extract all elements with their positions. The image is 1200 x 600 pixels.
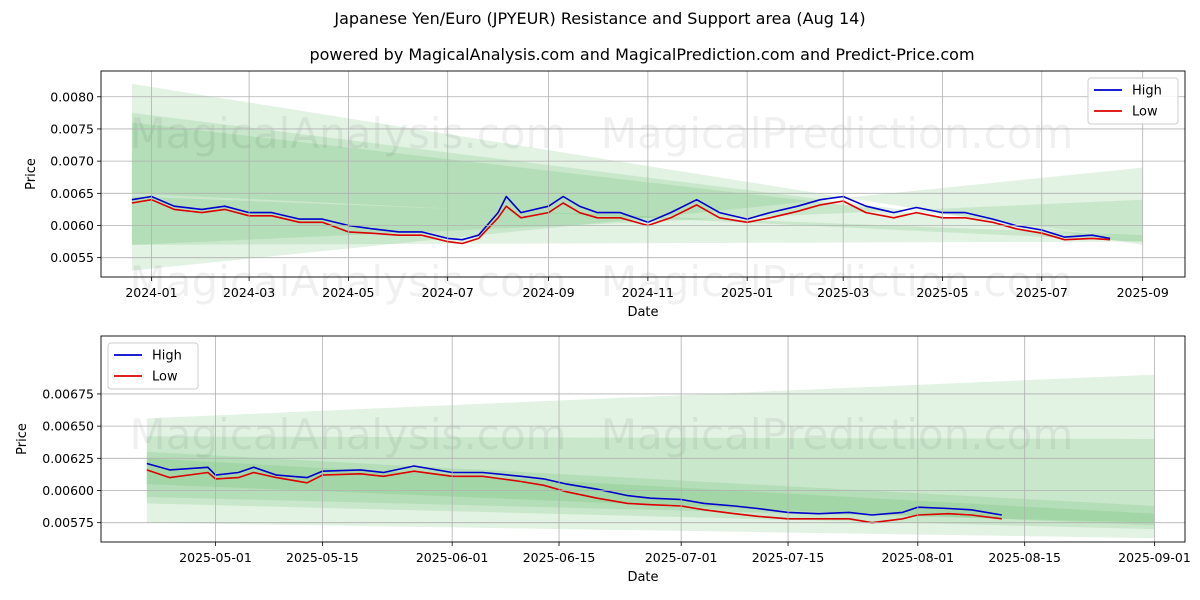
x-tick-label: 2025-08-01 — [881, 550, 954, 565]
support-resistance-band — [146, 451, 1155, 526]
y-tick-label: 0.0065 — [50, 186, 94, 201]
chart-panel-2: MagicalAnalysis.com MagicalPrediction.com… — [15, 335, 1191, 585]
chart-panel-1: MagicalAnalysis.com MagicalPrediction.com… — [24, 70, 1186, 320]
x-tick-label: 2024-09 — [522, 285, 574, 300]
chart-subtitle: powered by MagicalAnalysis.com and Magic… — [309, 45, 975, 64]
y-tick-label: 0.0080 — [50, 89, 94, 104]
x-tick-label: 2025-05-15 — [286, 550, 359, 565]
legend: High Low — [1087, 77, 1179, 125]
watermark: MagicalPrediction.com — [601, 410, 1074, 459]
x-axis-label: Date — [627, 570, 658, 585]
y-tick-label: 0.00575 — [42, 515, 94, 530]
legend-label-high: High — [1132, 84, 1162, 99]
y-tick-label: 0.0060 — [50, 218, 94, 233]
x-tick-label: 2024-03 — [223, 285, 275, 300]
y-tick-label: 0.00650 — [42, 419, 94, 434]
chart-title: Japanese Yen/Euro (JPYEUR) Resistance an… — [334, 9, 866, 28]
x-tick-label: 2025-09 — [1117, 285, 1169, 300]
x-tick-label: 2025-08-15 — [988, 550, 1061, 565]
y-axis-label: Price — [24, 158, 39, 190]
support-resistance-band — [146, 436, 1155, 530]
x-tick-label: 2024-11 — [622, 285, 674, 300]
y-tick-label: 0.0075 — [50, 121, 94, 136]
x-tick-label: 2025-03 — [817, 285, 869, 300]
legend-label-low: Low — [1132, 105, 1158, 120]
watermark: MagicalPrediction.com — [601, 109, 1074, 158]
series-line-low — [131, 198, 1111, 245]
y-tick-label: 0.0070 — [50, 154, 94, 169]
x-tick-label: 2024-01 — [125, 285, 177, 300]
x-tick-label: 2025-09-01 — [1118, 550, 1191, 565]
plot-frame — [100, 335, 1186, 543]
x-tick-label: 2024-05 — [322, 285, 374, 300]
y-axis-label: Price — [15, 423, 30, 455]
x-tick-label: 2025-07-15 — [752, 550, 825, 565]
y-tick-label: 0.00600 — [42, 483, 94, 498]
support-resistance-band — [146, 374, 1155, 539]
x-tick-label: 2025-07 — [1016, 285, 1068, 300]
x-axis-label: Date — [627, 305, 658, 320]
x-tick-label: 2025-06-15 — [523, 550, 596, 565]
x-tick-label: 2025-05-01 — [179, 550, 252, 565]
y-tick-label: 0.00625 — [42, 451, 94, 466]
support-resistance-band — [131, 196, 1143, 245]
legend: High Low — [107, 342, 199, 390]
y-tick-label: 0.00675 — [42, 386, 94, 401]
series-line-high — [131, 195, 1111, 241]
watermark: MagicalPrediction.com — [601, 257, 1074, 306]
series-line-high — [146, 462, 1002, 516]
support-resistance-band — [131, 112, 1143, 245]
watermark: MagicalAnalysis.com — [130, 410, 567, 459]
legend-label-low: Low — [152, 370, 178, 385]
y-tick-label: 0.0055 — [50, 250, 94, 265]
plot-frame — [100, 70, 1186, 278]
x-tick-label: 2025-05 — [916, 285, 968, 300]
legend-label-high: High — [152, 349, 182, 364]
support-resistance-band — [131, 83, 1143, 271]
x-tick-label: 2024-07 — [422, 285, 474, 300]
x-tick-label: 2025-01 — [721, 285, 773, 300]
series-line-low — [146, 469, 1002, 524]
x-tick-label: 2025-07-01 — [645, 550, 718, 565]
x-tick-label: 2025-06-01 — [416, 550, 489, 565]
